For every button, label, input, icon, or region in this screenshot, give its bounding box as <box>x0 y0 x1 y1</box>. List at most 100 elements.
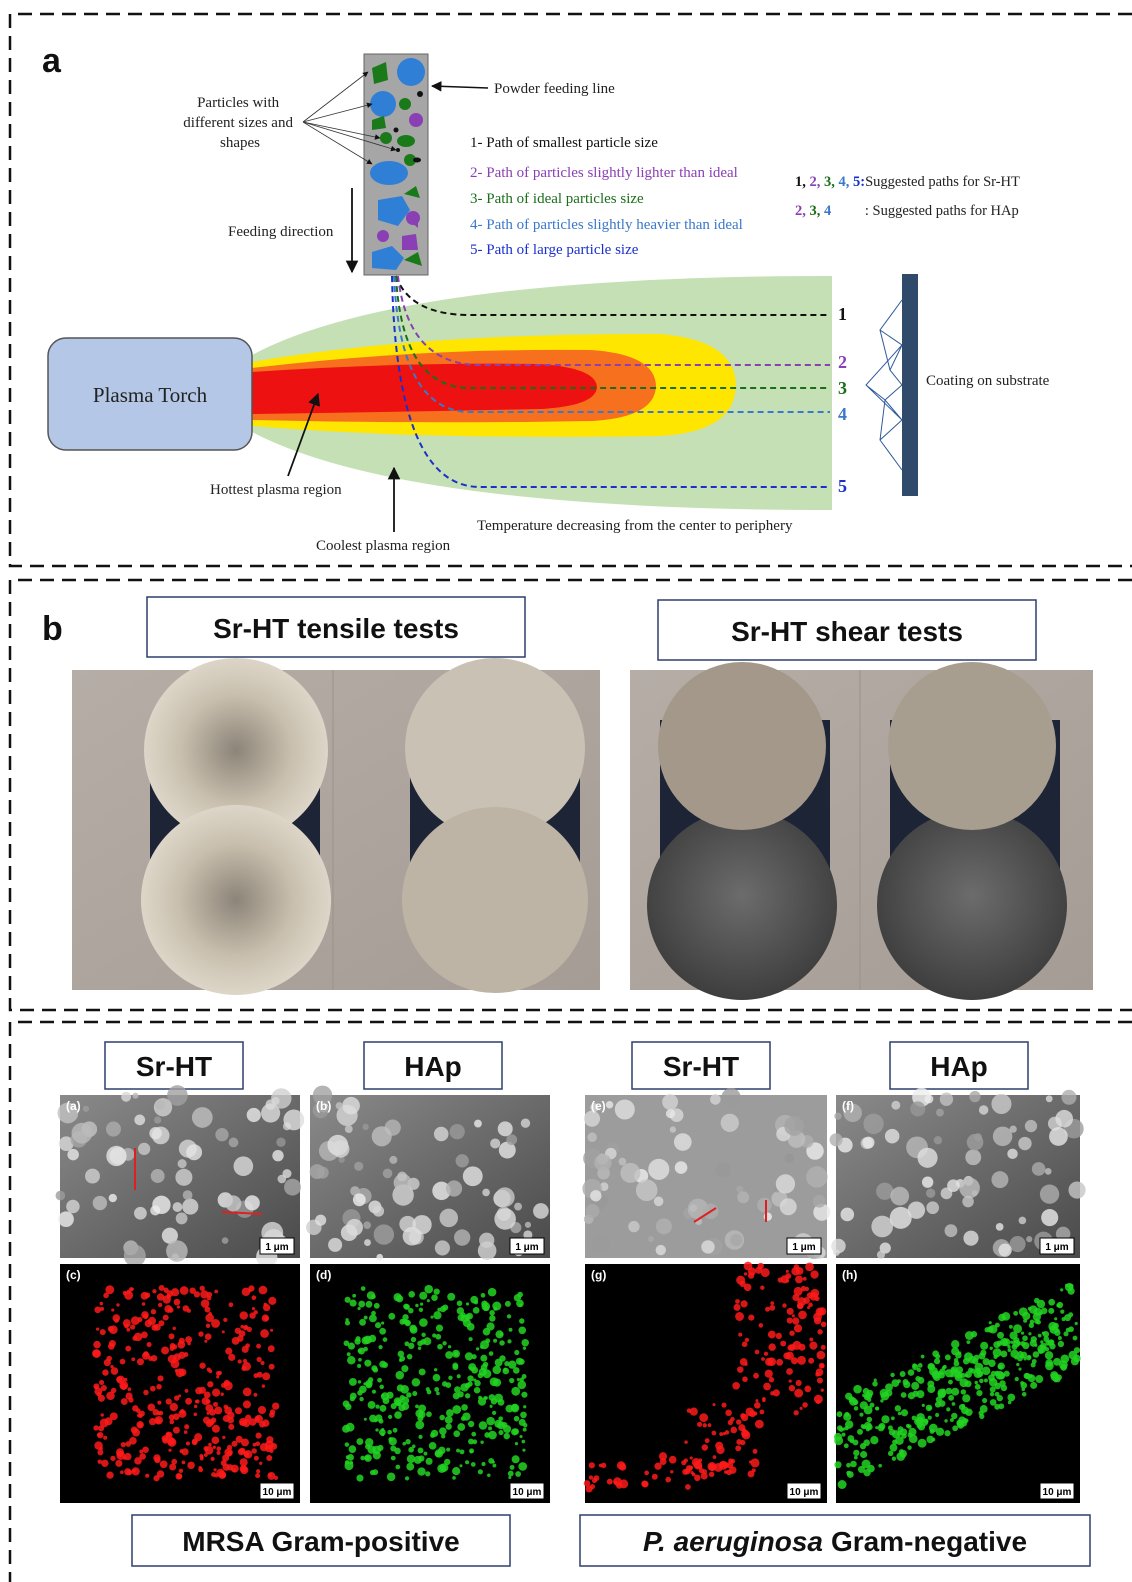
cell <box>1058 1336 1062 1340</box>
cell <box>816 1400 820 1404</box>
cell <box>186 1441 190 1445</box>
cell <box>792 1341 801 1350</box>
cell <box>254 1456 259 1461</box>
cell <box>1060 1310 1064 1314</box>
cell <box>368 1377 373 1382</box>
cell <box>224 1407 232 1415</box>
cell <box>863 1388 869 1394</box>
cell <box>505 1301 511 1307</box>
cell <box>387 1430 392 1435</box>
substrate <box>902 274 918 496</box>
cell <box>787 1317 793 1323</box>
cell <box>761 1268 770 1277</box>
cell <box>394 1411 402 1419</box>
cell <box>157 1293 164 1300</box>
cell <box>498 1430 503 1435</box>
cell <box>253 1443 257 1447</box>
cell <box>1000 1351 1007 1358</box>
cell <box>93 1341 101 1349</box>
cell <box>959 1378 968 1387</box>
texture <box>959 1178 980 1199</box>
cell <box>255 1416 260 1421</box>
cell <box>735 1299 740 1304</box>
cell <box>1045 1351 1053 1359</box>
texture <box>215 1128 228 1141</box>
cell <box>776 1359 783 1366</box>
texture <box>72 1123 93 1144</box>
cell <box>97 1433 100 1436</box>
cell <box>517 1380 526 1389</box>
texture <box>1049 1127 1068 1146</box>
cell <box>124 1378 128 1382</box>
cell <box>1020 1381 1024 1385</box>
cell <box>465 1460 469 1464</box>
texture <box>967 1134 984 1151</box>
texture <box>940 1093 953 1106</box>
cell <box>208 1443 212 1447</box>
cell <box>730 1417 735 1422</box>
cell <box>391 1456 396 1461</box>
cell <box>814 1296 819 1301</box>
cell <box>213 1446 216 1449</box>
texture <box>730 1234 742 1246</box>
texture <box>830 1133 843 1146</box>
scale-bar: 1 μm <box>1045 1242 1068 1253</box>
cell <box>211 1417 217 1423</box>
texture <box>648 1159 669 1180</box>
cell <box>961 1389 966 1394</box>
cell <box>755 1420 764 1429</box>
cell <box>125 1346 131 1352</box>
texture <box>591 1235 609 1253</box>
cell <box>733 1304 740 1311</box>
coolest-label: Coolest plasma region <box>316 538 451 554</box>
cell <box>379 1328 386 1335</box>
tensile-photo <box>72 658 600 995</box>
cell <box>1002 1316 1006 1320</box>
cell <box>213 1468 216 1471</box>
scale-bar: 10 μm <box>513 1487 542 1498</box>
cell <box>100 1307 104 1311</box>
cell <box>152 1289 156 1293</box>
cell <box>160 1460 168 1468</box>
cell <box>472 1439 477 1444</box>
cell <box>349 1378 357 1386</box>
texture <box>109 1194 117 1202</box>
cell <box>751 1458 760 1467</box>
cell <box>1007 1394 1015 1402</box>
cell <box>145 1292 150 1297</box>
cell <box>216 1451 220 1455</box>
cell <box>738 1424 745 1431</box>
panel-b: b Sr-HT tensile tests Sr-HT shear tests <box>42 597 1093 1000</box>
cell <box>492 1366 501 1375</box>
texture <box>186 1144 202 1160</box>
cell <box>725 1410 732 1417</box>
cell <box>171 1459 177 1465</box>
cell <box>975 1363 984 1372</box>
cell <box>454 1352 458 1356</box>
cell <box>795 1276 803 1284</box>
cell <box>837 1411 843 1417</box>
cell <box>944 1430 950 1436</box>
cell <box>746 1408 755 1417</box>
cell <box>770 1301 774 1305</box>
cell <box>457 1301 463 1307</box>
cell <box>221 1460 227 1466</box>
cell <box>415 1409 423 1417</box>
cell <box>990 1386 996 1392</box>
cell <box>810 1270 818 1278</box>
cell <box>764 1352 768 1356</box>
cell <box>383 1397 390 1404</box>
texture <box>182 1198 198 1214</box>
cell <box>916 1417 924 1425</box>
cell <box>194 1405 197 1408</box>
cell <box>448 1345 451 1348</box>
cell <box>867 1465 875 1473</box>
cell <box>466 1317 470 1321</box>
cell <box>489 1310 495 1316</box>
image-label: (d) <box>316 1268 331 1282</box>
cell <box>128 1397 133 1402</box>
cell <box>497 1421 505 1429</box>
cell <box>124 1324 129 1329</box>
texture <box>993 1127 1013 1147</box>
cell <box>809 1342 817 1350</box>
